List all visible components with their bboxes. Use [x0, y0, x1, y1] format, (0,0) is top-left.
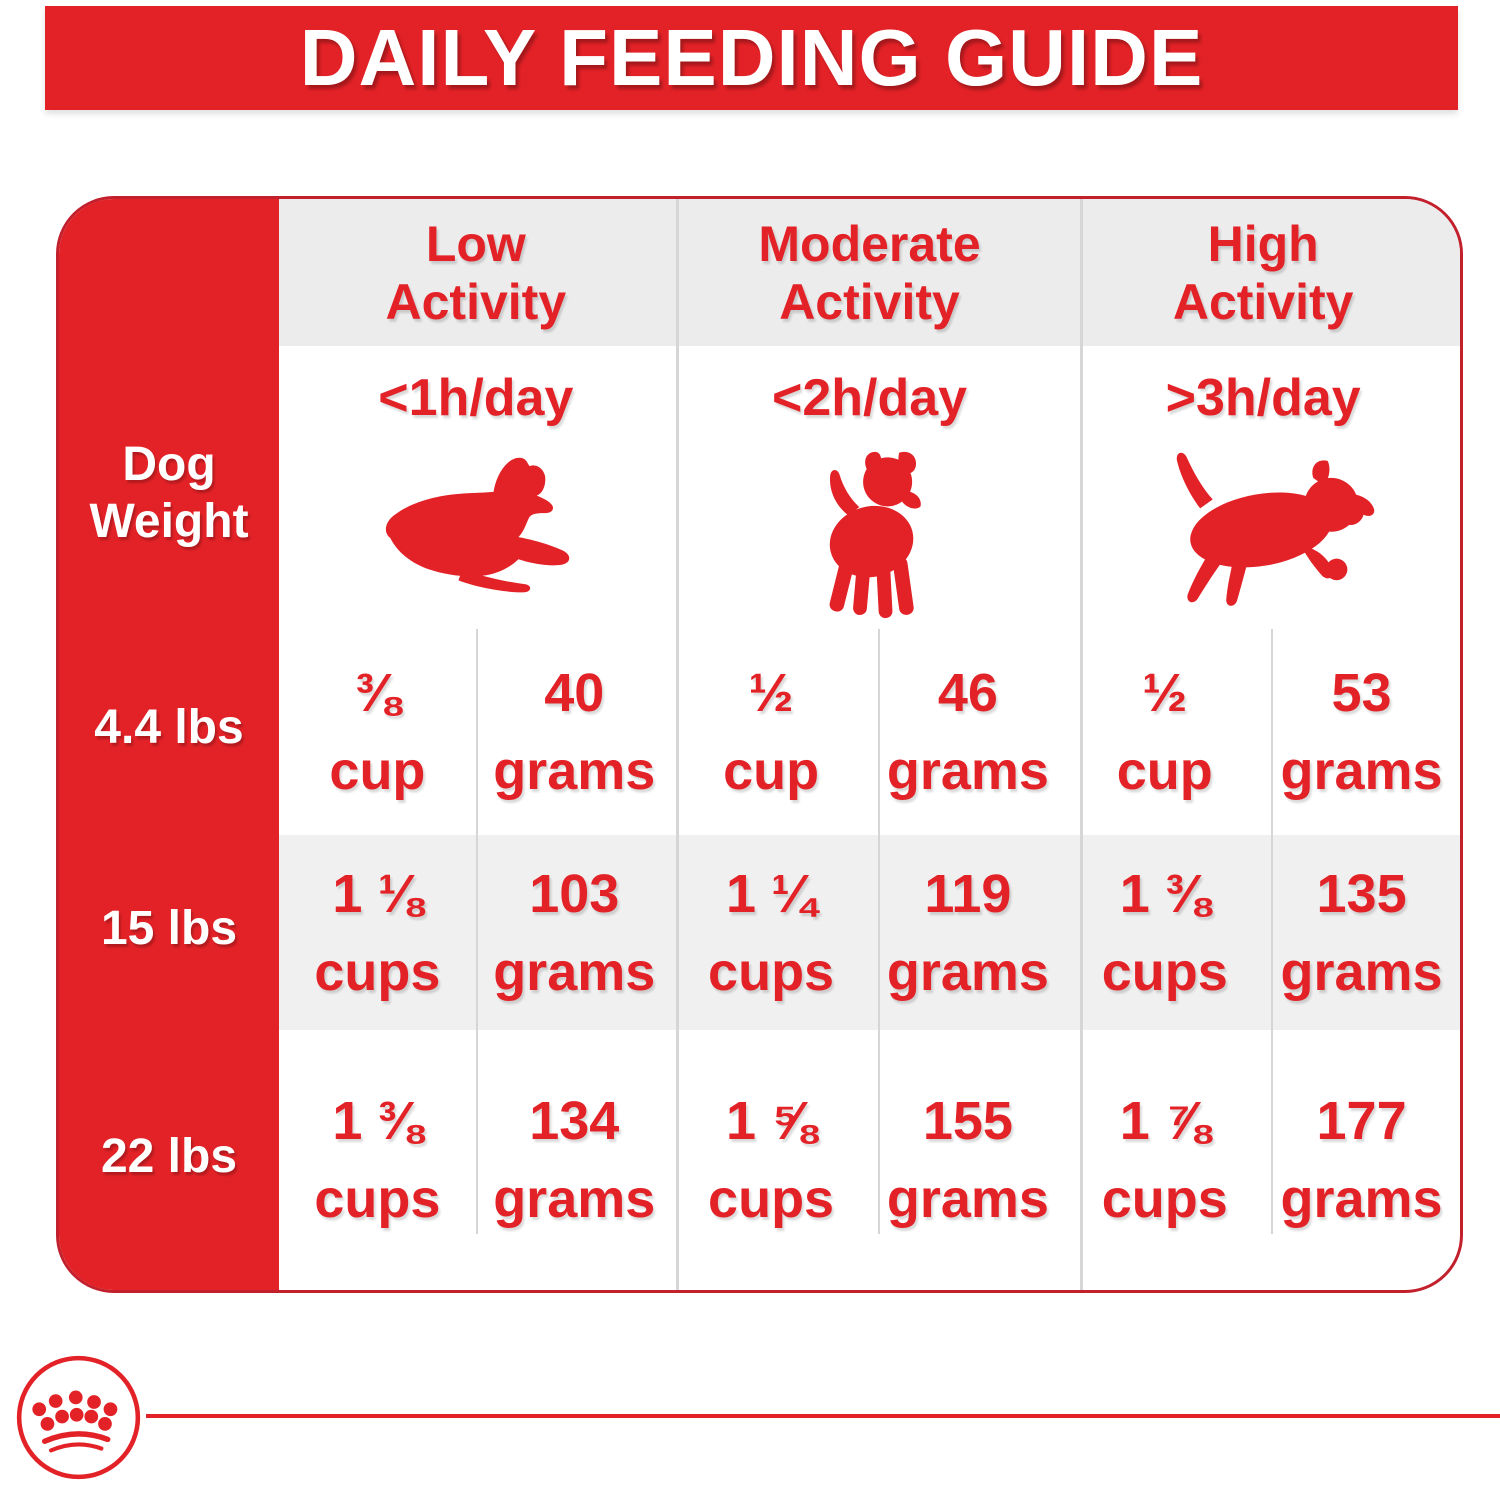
- cell-low-cup: 1 ⅜ cups: [314, 1091, 441, 1229]
- dog-leaping-icon: [1146, 442, 1380, 617]
- weight-label-15-lbs: 15 lbs: [100, 902, 238, 955]
- subcolumn-divider: [476, 629, 478, 1234]
- cell-high-cup: 1 ⅞ cups: [1101, 1091, 1228, 1229]
- weight-label-4-4-lbs: 4.4 lbs: [94, 701, 244, 754]
- weight-label-22-lbs: 22 lbs: [100, 1130, 238, 1183]
- dog-weight-column: Dog Weight 4.4 lbs 15 lbs 22 lbs: [59, 199, 279, 1290]
- cell-high-grams: 135 grams: [1280, 863, 1443, 1002]
- cell-low-grams: 134 grams: [493, 1091, 656, 1229]
- feeding-guide-table: Dog Weight 4.4 lbs 15 lbs 22 lbs Low Act…: [56, 196, 1463, 1293]
- low-activity-duration: <1h/day: [378, 369, 574, 427]
- cell-moderate-grams: 155 grams: [886, 1091, 1049, 1229]
- banner: DAILY FEEDING GUIDE: [45, 6, 1458, 110]
- column-header-low-activity: Low Activity: [385, 215, 567, 330]
- cell-low-cup: ⅜ cup: [329, 662, 426, 801]
- column-header-high-activity: High Activity: [1172, 215, 1354, 330]
- subcolumn-divider: [1271, 629, 1273, 1234]
- table-row: 1 ⅛ cups 103 grams 1 ¼ cups 119 grams 1 ⅜ cup…: [279, 835, 1460, 1030]
- activity-header-row: Low Activity Moderate Activity High Acti…: [279, 199, 1460, 346]
- dog-standing-icon: [801, 442, 939, 622]
- cell-high-cup: ½ cup: [1116, 662, 1213, 801]
- royal-canin-crown-icon: [16, 1355, 141, 1480]
- cell-low-grams: 40 grams: [493, 662, 656, 801]
- cell-moderate-grams: 119 grams: [886, 863, 1049, 1002]
- moderate-activity-subheader: <2h/day: [673, 346, 1067, 628]
- cell-moderate-cup: 1 ⅝ cups: [708, 1091, 835, 1229]
- subcolumn-divider: [878, 629, 880, 1234]
- moderate-activity-duration: <2h/day: [771, 369, 968, 427]
- table-row: ⅜ cup 40 grams ½ cup 46 grams ½ cup 53 grams: [279, 628, 1460, 835]
- table-row: 1 ⅜ cups 134 grams 1 ⅝ cups 155 grams 1 ⅞ cup…: [279, 1030, 1460, 1290]
- dog-lying-icon: [370, 442, 582, 599]
- dog-weight-header: Dog Weight: [89, 438, 249, 548]
- column-header-moderate-activity: Moderate Activity: [758, 215, 981, 330]
- high-activity-subheader: >3h/day: [1066, 346, 1460, 628]
- column-divider: [1080, 199, 1083, 1290]
- cell-moderate-cup: ½ cup: [723, 662, 820, 801]
- column-divider: [676, 199, 679, 1290]
- cell-moderate-grams: 46 grams: [886, 662, 1049, 801]
- cell-low-cup: 1 ⅛ cups: [314, 863, 441, 1002]
- low-activity-subheader: <1h/day: [279, 346, 673, 628]
- cell-moderate-cup: 1 ¼ cups: [708, 863, 835, 1002]
- cell-low-grams: 103 grams: [493, 863, 656, 1002]
- high-activity-duration: >3h/day: [1165, 369, 1361, 427]
- cell-high-cup: 1 ⅜ cups: [1101, 863, 1228, 1002]
- footer-divider-line: [146, 1414, 1500, 1418]
- duration-row: <1h/day <2h/day: [279, 346, 1460, 628]
- cell-high-grams: 53 grams: [1280, 662, 1443, 801]
- cell-high-grams: 177 grams: [1280, 1091, 1443, 1229]
- page-title: DAILY FEEDING GUIDE: [299, 13, 1204, 102]
